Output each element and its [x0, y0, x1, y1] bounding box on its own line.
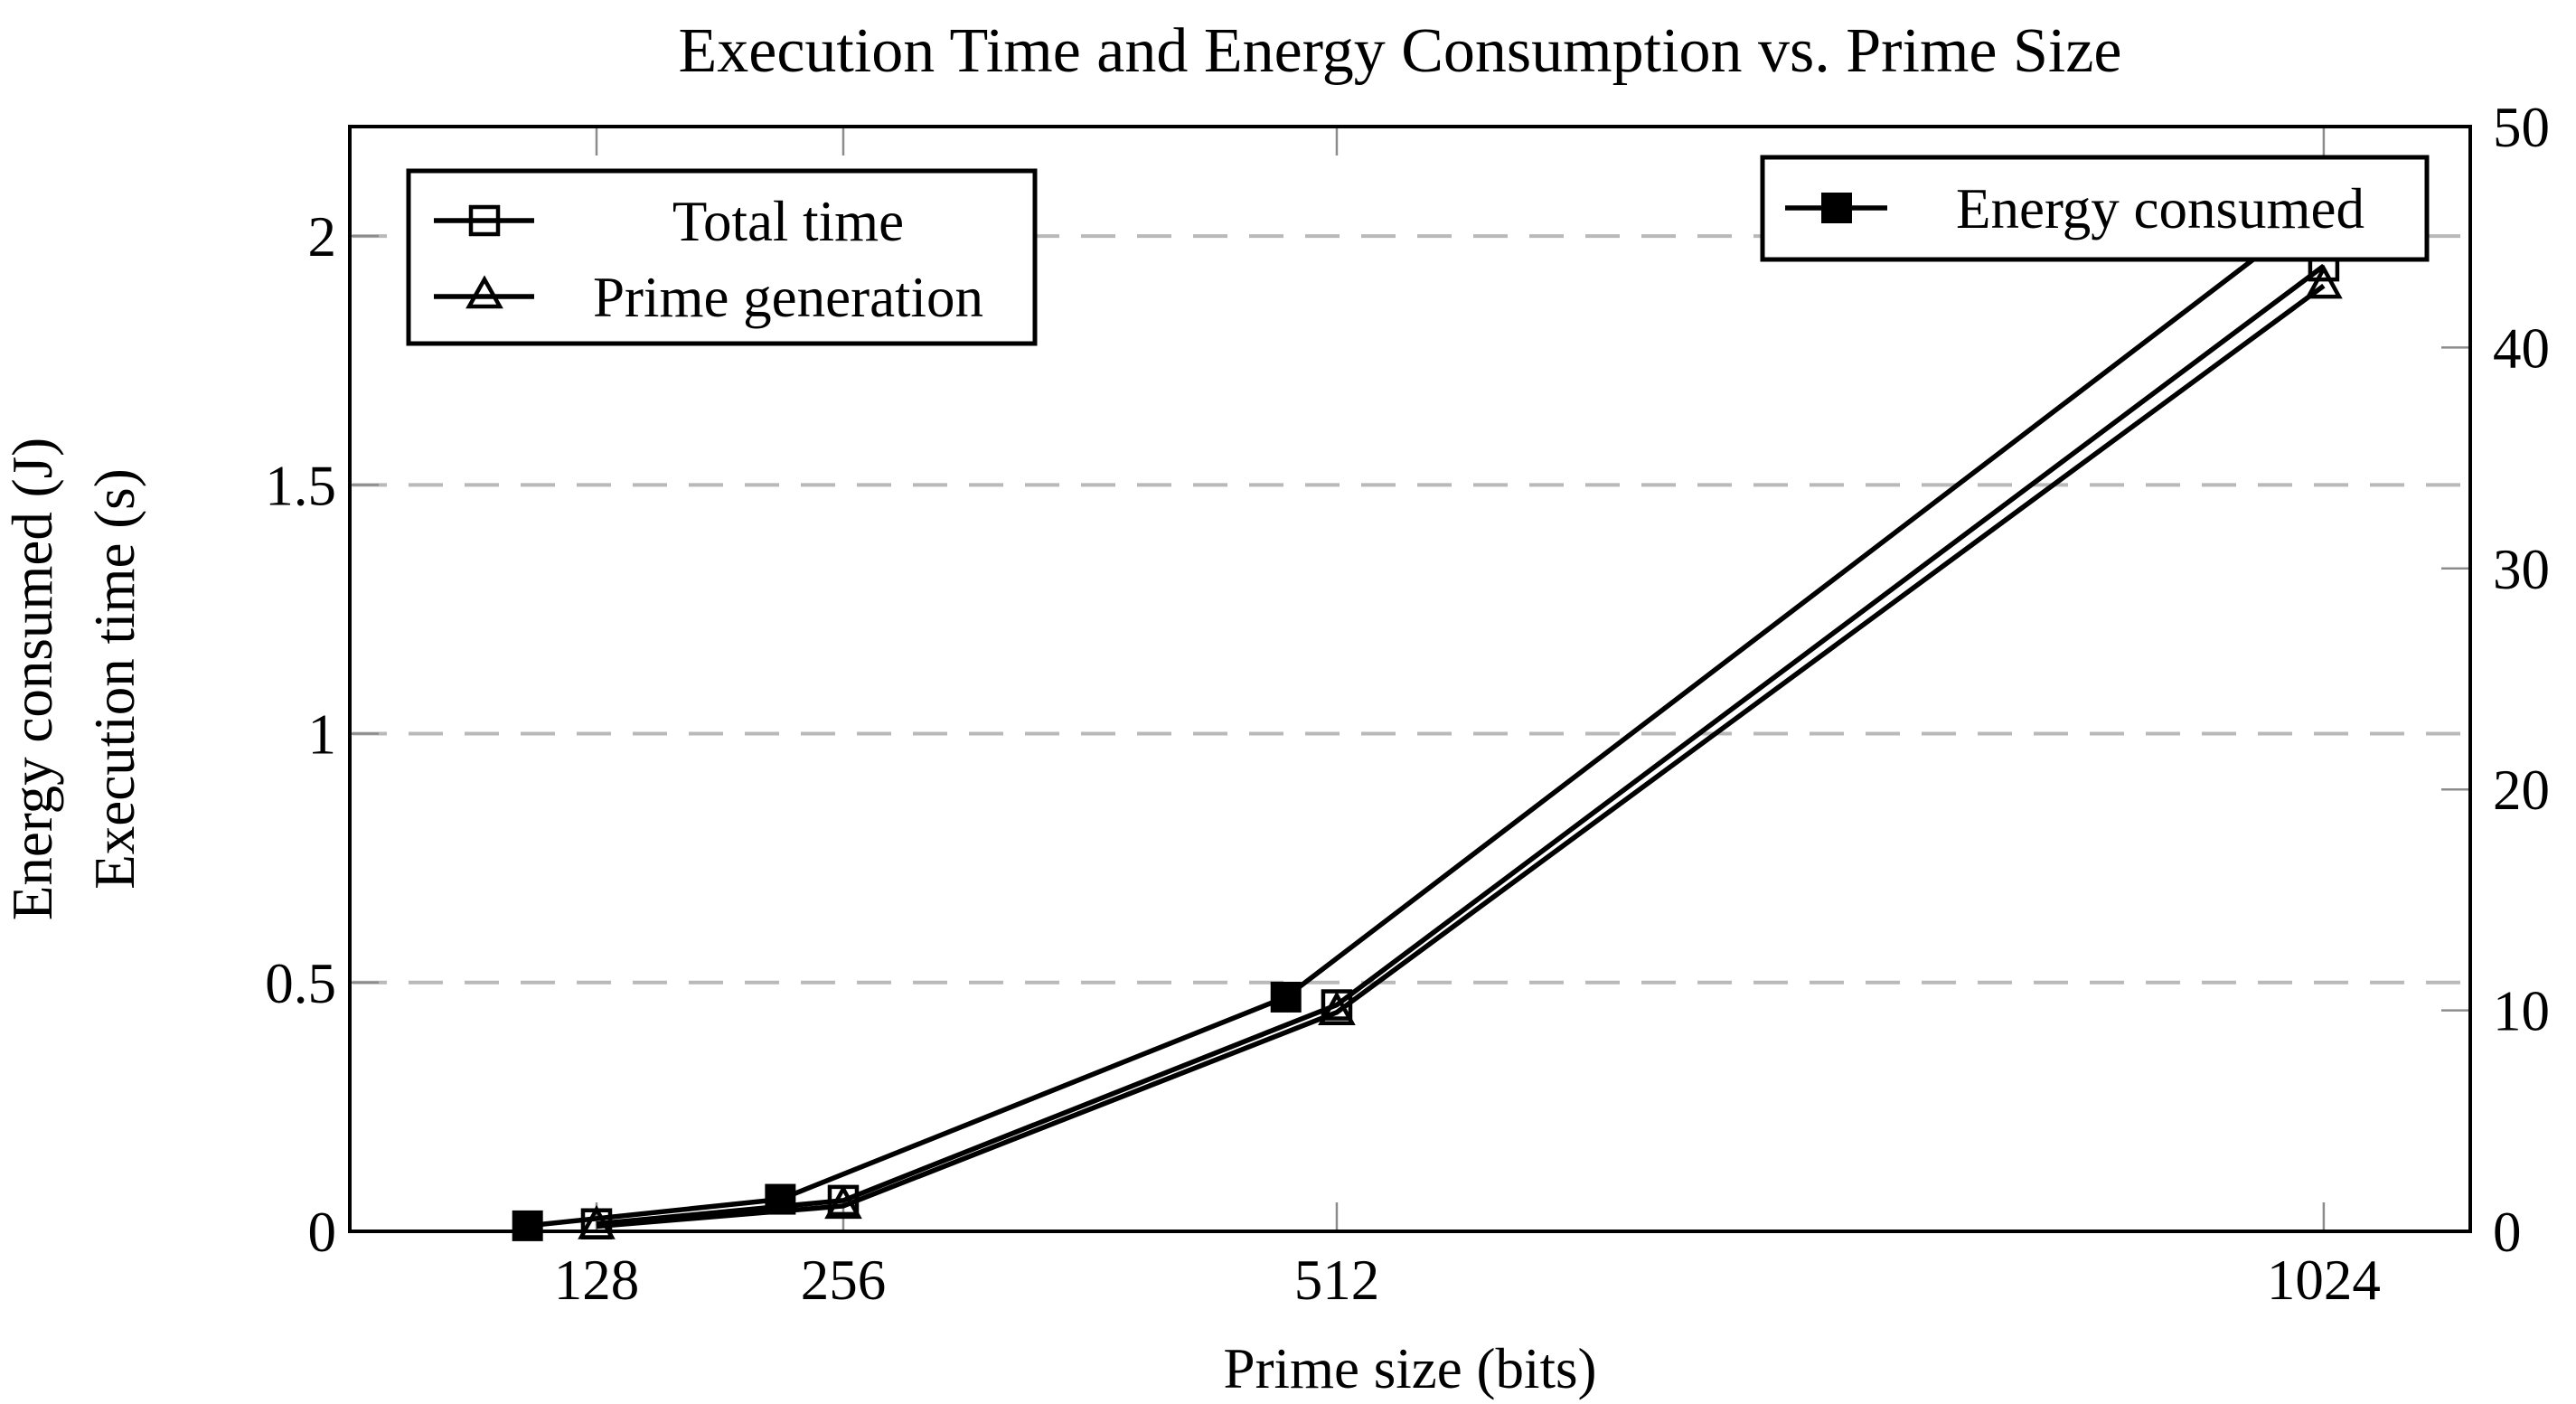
y-axis-label-energy: Energy consumed (J): [1, 438, 64, 920]
open-triangle-icon: [465, 275, 503, 309]
left-y-tick-label: 1: [308, 703, 337, 767]
left-y-tick-label: 1.5: [265, 454, 336, 517]
right-y-tick-label: 20: [2493, 759, 2550, 822]
x-tick-label: 256: [801, 1249, 887, 1312]
legend-right: Energy consumed: [1760, 155, 2430, 262]
legend-label-energy-consumed: Energy consumed: [1956, 177, 2364, 240]
left-y-tick-label: 0.5: [265, 952, 336, 1015]
series-line-energy-consumed: [527, 223, 2299, 1229]
legend-label-prime-generation: Prime generation: [593, 266, 983, 329]
open-triangle-marker: [1318, 991, 1356, 1026]
filled-square-marker: [765, 1183, 796, 1215]
open-triangle-marker: [2305, 264, 2343, 299]
filled-square-marker: [1270, 981, 1302, 1013]
right-y-tick-label: 40: [2493, 316, 2550, 380]
legend-left: Total time Prime generation: [406, 168, 1038, 346]
x-tick-label: 512: [1294, 1249, 1380, 1312]
right-y-tick-label: 50: [2493, 96, 2550, 159]
left-y-tick-label: 2: [308, 205, 337, 269]
legend-label-total-time: Total time: [672, 190, 904, 253]
y-axis-label-time: Execution time (s): [83, 468, 146, 889]
open-triangle-marker: [824, 1184, 862, 1220]
gridlines: [353, 234, 2468, 985]
chart-title: Execution Time and Energy Consumption vs…: [679, 16, 2122, 86]
legend-left-box: [406, 168, 1038, 346]
legend-right-box: [1760, 155, 2430, 262]
left-y-tick-label: 0: [308, 1201, 337, 1264]
data-series: [512, 210, 2343, 1241]
filled-square-marker: [512, 1210, 543, 1241]
x-axis-label: Prime size (bits): [1224, 1337, 1597, 1400]
series-line-total-time: [596, 263, 2326, 1227]
right-y-tick-label: 30: [2493, 538, 2550, 601]
open-square-icon: [468, 204, 501, 237]
open-triangle-marker: [578, 1204, 616, 1239]
series-line-prime-generation: [596, 283, 2326, 1230]
right-y-tick-label: 0: [2493, 1201, 2522, 1264]
right-y-tick-label: 10: [2493, 980, 2550, 1043]
x-tick-label: 1024: [2267, 1249, 2381, 1312]
x-tick-label: 128: [554, 1249, 640, 1312]
filled-square-icon: [1821, 193, 1852, 223]
plot-area-border: [348, 125, 2472, 1233]
